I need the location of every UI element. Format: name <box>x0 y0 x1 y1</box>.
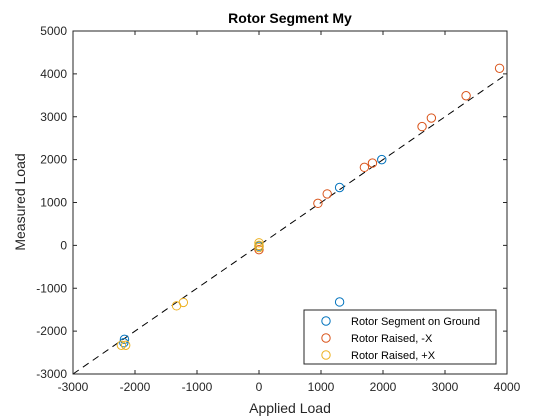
data-point-series-2 <box>254 244 264 255</box>
chart-title: Rotor Segment My <box>228 10 352 26</box>
data-point-series-2 <box>417 121 427 132</box>
data-point-series-2 <box>426 113 437 123</box>
x-tick-label: 3000 <box>432 380 459 394</box>
y-tick-label: 2000 <box>40 153 67 167</box>
y-axis-label: Measured Load <box>12 153 28 250</box>
data-point-series-2 <box>359 162 370 173</box>
x-tick-label: 4000 <box>494 380 521 394</box>
data-point-series-2 <box>367 158 378 168</box>
y-tick-label: 3000 <box>40 110 67 124</box>
legend-marker-1 <box>321 316 331 326</box>
y-tick-label: 0 <box>60 238 67 252</box>
x-tick-label: 0 <box>256 380 263 394</box>
y-axis-ticks: -3000 -2000 -1000 0 1000 2000 3000 4000 5000 <box>36 24 507 381</box>
legend-entry-1: Rotor Segment on Ground <box>351 316 480 328</box>
reference-line-layer <box>72 73 508 375</box>
legend-entry-2: Rotor Raised, -X <box>351 333 433 345</box>
legend-marker-3 <box>321 350 331 360</box>
legend: Rotor Segment on Ground Rotor Raised, -X R… <box>303 309 497 365</box>
data-point-series-2 <box>461 91 471 101</box>
x-axis-label: Applied Load <box>249 400 331 416</box>
data-point-series-2 <box>322 189 332 199</box>
legend-marker-2 <box>321 333 331 343</box>
x-tick-label: 2000 <box>370 380 397 394</box>
data-point-series-2 <box>313 198 323 209</box>
x-tick-label: 1000 <box>308 380 335 394</box>
data-point-series-3 <box>178 297 189 308</box>
data-point-series-1 <box>119 338 129 348</box>
x-tick-label: -1000 <box>182 380 213 394</box>
y-tick-label: -2000 <box>36 324 67 338</box>
y-tick-label: 1000 <box>40 196 67 210</box>
reference-line <box>72 73 508 375</box>
data-point-series-3 <box>254 242 264 253</box>
legend-box <box>303 309 497 365</box>
y-tick-label: 4000 <box>40 67 67 81</box>
data-point-series-1 <box>334 297 345 307</box>
data-point-series-3 <box>121 340 131 350</box>
data-point-series-1 <box>377 154 387 165</box>
data-points-layer <box>116 63 505 350</box>
data-point-series-2 <box>494 63 505 74</box>
y-tick-label: 5000 <box>40 24 67 38</box>
x-tick-label: -2000 <box>120 380 151 394</box>
y-tick-label: -1000 <box>36 281 67 295</box>
data-point-series-3 <box>254 240 264 251</box>
data-point-series-3 <box>116 340 127 350</box>
x-axis-ticks: -3000 -2000 -1000 0 1000 2000 3000 4000 <box>58 31 521 394</box>
data-point-series-3 <box>254 238 264 248</box>
x-tick-label: -3000 <box>58 380 89 394</box>
data-point-series-1 <box>119 334 130 344</box>
y-tick-label: -3000 <box>36 367 67 381</box>
data-point-series-1 <box>334 182 345 193</box>
legend-entry-3: Rotor Raised, +X <box>351 350 436 362</box>
